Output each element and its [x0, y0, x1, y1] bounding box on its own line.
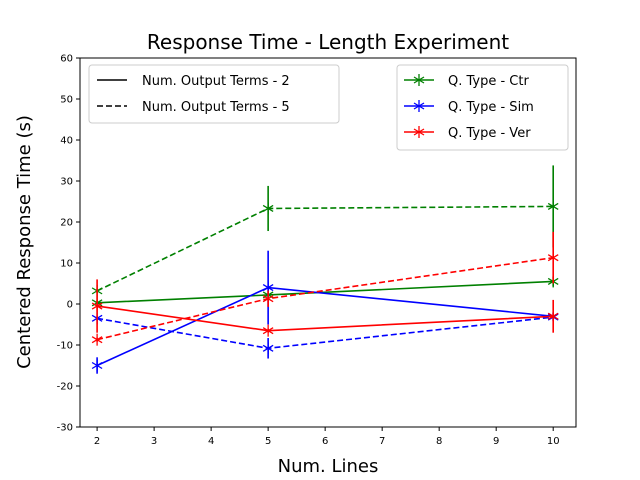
marker-stroke [547, 254, 559, 262]
color-legend: Q. Type - Ctr Q. Type - Sim Q. Type - Ver [396, 64, 569, 151]
x-tick-label: 5 [265, 436, 271, 447]
data-point [91, 333, 103, 346]
x-tick-label: 7 [379, 436, 385, 447]
color-legend-marker [413, 126, 425, 138]
marker-stroke [262, 327, 274, 335]
y-tick-label: 50 [60, 95, 73, 106]
color-legend-label: Q. Type - Sim [448, 100, 534, 115]
y-tick-label: 10 [60, 259, 73, 270]
marker-stroke [91, 336, 103, 344]
data-point [547, 310, 559, 323]
series-layer [91, 165, 559, 374]
color-legend-marker [413, 100, 425, 112]
marker-stroke [547, 312, 559, 320]
data-point [262, 292, 274, 305]
chart-title: Response Time - Length Experiment [147, 30, 509, 54]
x-tick-label: 3 [151, 436, 157, 447]
x-axis-title: Num. Lines [278, 456, 379, 477]
marker-stroke [262, 284, 274, 292]
style-legend-label: Num. Output Terms - 5 [142, 100, 290, 115]
y-tick-label: 40 [60, 136, 73, 147]
marker-stroke [262, 204, 274, 213]
x-tick-label: 9 [493, 436, 499, 447]
data-point [91, 300, 103, 313]
color-legend-label: Q. Type - Ctr [448, 74, 529, 89]
marker-stroke [91, 361, 103, 370]
color-legend-label: Q. Type - Ver [448, 126, 531, 141]
y-tick-label: -20 [57, 382, 73, 393]
x-axis: 2 3 4 5 6 7 8 9 10 [94, 427, 560, 447]
marker-stroke [91, 302, 103, 310]
series [91, 231, 559, 346]
y-tick-label: 0 [67, 300, 73, 311]
y-axis: -30 -20 -10 0 10 20 30 40 50 60 [57, 54, 80, 434]
y-tick-label: 30 [60, 177, 73, 188]
data-point [262, 324, 274, 337]
data-point [547, 251, 559, 264]
y-axis-title: Centered Response Time (s) [14, 115, 35, 369]
x-tick-label: 4 [208, 436, 214, 447]
color-legend-frame [396, 64, 569, 151]
color-legend-marker [413, 74, 425, 86]
marker-stroke [262, 344, 274, 352]
x-tick-label: 8 [436, 436, 442, 447]
data-point [262, 342, 274, 355]
data-point [547, 200, 559, 213]
style-legend: Num. Output Terms - 2 Num. Output Terms -… [88, 64, 340, 124]
axes-frame [79, 57, 577, 428]
y-tick-label: 60 [60, 54, 73, 65]
marker-stroke [262, 295, 274, 303]
marker-stroke [413, 128, 425, 136]
y-tick-label: 20 [60, 218, 73, 229]
marker-stroke [413, 76, 425, 84]
style-legend-label: Num. Output Terms - 2 [142, 74, 290, 89]
x-tick-label: 6 [322, 436, 328, 447]
marker-stroke [413, 102, 425, 110]
marker-stroke [547, 202, 559, 210]
series [91, 279, 559, 337]
y-tick-label: -10 [57, 341, 73, 352]
style-legend-frame [88, 64, 340, 124]
data-point [91, 359, 103, 372]
data-point [262, 202, 274, 215]
x-tick-label: 2 [94, 436, 100, 447]
x-tick-label: 10 [547, 436, 560, 447]
y-tick-label: -30 [57, 423, 73, 434]
